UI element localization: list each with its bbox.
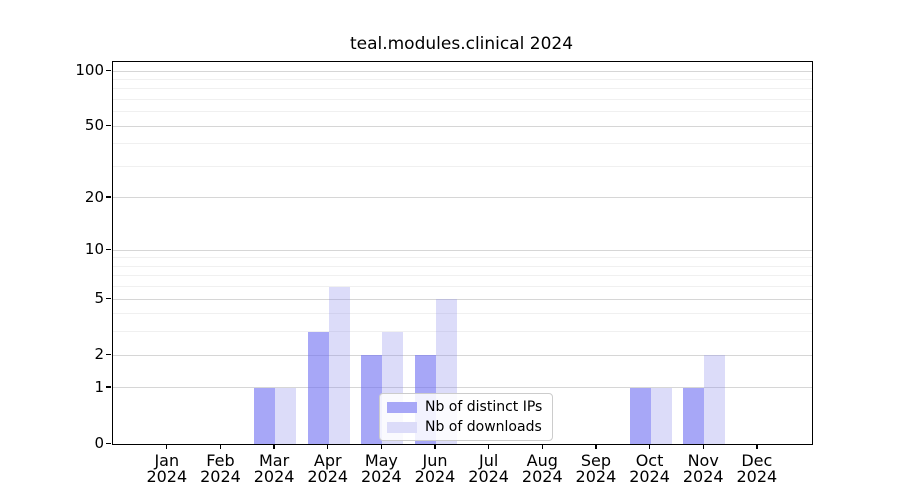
y-tick-mark	[106, 386, 111, 388]
x-tick-label-mar: Mar 2024	[253, 451, 295, 486]
gridline-minor	[113, 257, 812, 259]
gridline-minor	[113, 88, 812, 90]
x-tick-label-jan: Jan 2024	[146, 451, 188, 486]
gridline-minor	[113, 313, 812, 315]
y-tick-label: 20	[84, 187, 104, 206]
gridline-major	[113, 197, 812, 199]
gridline-major	[113, 70, 812, 72]
bar-downloads-mar	[275, 387, 297, 444]
y-tick-mark	[106, 69, 111, 71]
x-tick-mark	[273, 444, 275, 449]
gridline-major	[113, 387, 812, 389]
bar-downloads-apr	[328, 286, 350, 444]
x-tick-mark	[219, 444, 222, 449]
y-tick-label: 50	[84, 116, 104, 135]
bar-distinct-ips-nov	[683, 387, 705, 444]
x-tick-label-jun: Jun 2024	[414, 451, 456, 486]
gridline-minor	[113, 111, 812, 113]
x-tick-mark	[166, 444, 168, 449]
x-tick-label-sep: Sep 2024	[575, 451, 617, 486]
x-tick-label-feb: Feb 2024	[200, 451, 241, 486]
x-tick-mark	[648, 444, 651, 449]
legend-item-distinct-ips: Nb of distinct IPs	[387, 398, 542, 416]
x-tick-label-aug: Aug 2024	[521, 451, 563, 486]
y-tick-label: 2	[94, 345, 104, 364]
x-tick-mark	[327, 444, 329, 449]
legend-swatch-downloads	[387, 421, 417, 433]
chart-title: teal.modules.clinical 2024	[349, 34, 574, 54]
y-tick-label: 10	[84, 240, 104, 259]
gridline-minor	[113, 143, 812, 145]
x-tick-mark	[434, 444, 436, 449]
y-tick-label: 0	[94, 434, 104, 452]
y-tick-mark	[106, 248, 111, 250]
gridline-minor	[113, 275, 812, 277]
y-tick-label: 1	[94, 377, 104, 396]
x-tick-mark	[541, 444, 543, 449]
x-tick-label-dec: Dec 2024	[736, 451, 778, 486]
bar-distinct-ips-mar	[254, 387, 276, 444]
y-tick-mark	[106, 297, 111, 299]
gridline-minor	[113, 286, 812, 288]
x-tick-label-jul: Jul 2024	[468, 451, 509, 486]
x-tick-mark	[702, 444, 704, 449]
legend-label-downloads: Nb of downloads	[425, 419, 542, 435]
x-tick-label-apr: Apr 2024	[307, 451, 349, 486]
gridline-minor	[113, 331, 812, 333]
gridline-major	[113, 249, 812, 251]
x-tick-mark	[595, 444, 597, 449]
x-tick-mark	[380, 444, 383, 449]
y-tick-mark	[106, 196, 111, 198]
gridline-major	[113, 354, 812, 356]
y-tick-mark	[106, 442, 111, 444]
legend-swatch-distinct-ips	[387, 401, 417, 413]
bar-downloads-oct	[650, 387, 672, 444]
gridline-minor	[113, 165, 812, 167]
legend: Nb of distinct IPs Nb of downloads	[379, 393, 554, 441]
gridline-major	[113, 298, 812, 300]
bar-distinct-ips-may	[361, 355, 383, 444]
x-tick-label-may: May 2024	[361, 451, 402, 486]
gridline-minor	[113, 98, 812, 100]
gridline-minor	[113, 265, 812, 267]
x-tick-label-oct: Oct 2024	[629, 451, 670, 486]
x-tick-mark	[488, 444, 490, 449]
x-tick-label-nov: Nov 2024	[682, 451, 724, 486]
bar-downloads-nov	[704, 355, 726, 444]
y-tick-mark	[106, 353, 111, 355]
y-tick-label: 100	[75, 61, 104, 79]
bar-distinct-ips-oct	[629, 387, 651, 444]
x-tick-mark	[756, 444, 758, 449]
y-tick-mark	[106, 124, 111, 127]
gridline-major	[113, 125, 812, 127]
gridline-minor	[113, 78, 812, 80]
legend-item-downloads: Nb of downloads	[387, 418, 542, 436]
legend-label-distinct-ips: Nb of distinct IPs	[425, 399, 543, 415]
y-tick-label: 5	[94, 289, 104, 308]
plot-area: Nb of distinct IPs Nb of downloads	[112, 61, 813, 445]
bar-distinct-ips-apr	[307, 331, 329, 444]
